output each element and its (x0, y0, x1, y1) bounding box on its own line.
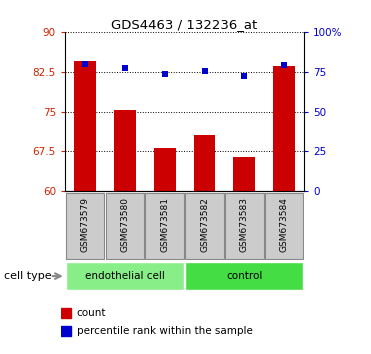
FancyBboxPatch shape (225, 193, 263, 259)
Text: cell type: cell type (4, 271, 51, 281)
Bar (66, 262, 184, 290)
Title: GDS4463 / 132236_at: GDS4463 / 132236_at (111, 18, 258, 31)
Bar (186, 262, 303, 290)
Text: control: control (226, 271, 263, 281)
FancyBboxPatch shape (186, 193, 224, 259)
FancyBboxPatch shape (265, 193, 303, 259)
Text: count: count (76, 308, 106, 318)
Text: GSM673581: GSM673581 (160, 197, 169, 252)
Text: GSM673582: GSM673582 (200, 197, 209, 252)
Text: GSM673579: GSM673579 (81, 197, 89, 252)
Text: percentile rank within the sample: percentile rank within the sample (76, 326, 252, 336)
Bar (154, 148, 175, 191)
Bar (114, 110, 136, 191)
Bar (233, 156, 255, 191)
Point (82, 61, 88, 67)
Point (242, 73, 247, 79)
Point (281, 62, 287, 68)
Text: GSM673580: GSM673580 (120, 197, 129, 252)
FancyBboxPatch shape (106, 193, 144, 259)
Bar (74, 61, 96, 191)
Bar (273, 67, 295, 191)
Text: endothelial cell: endothelial cell (85, 271, 165, 281)
Point (162, 71, 168, 77)
Point (201, 68, 207, 74)
Bar (194, 135, 216, 191)
Text: GSM673583: GSM673583 (240, 197, 249, 252)
Bar (61, 308, 71, 318)
Text: GSM673584: GSM673584 (280, 197, 289, 252)
Point (122, 66, 128, 72)
Bar (61, 326, 71, 336)
FancyBboxPatch shape (145, 193, 184, 259)
FancyBboxPatch shape (66, 193, 104, 259)
